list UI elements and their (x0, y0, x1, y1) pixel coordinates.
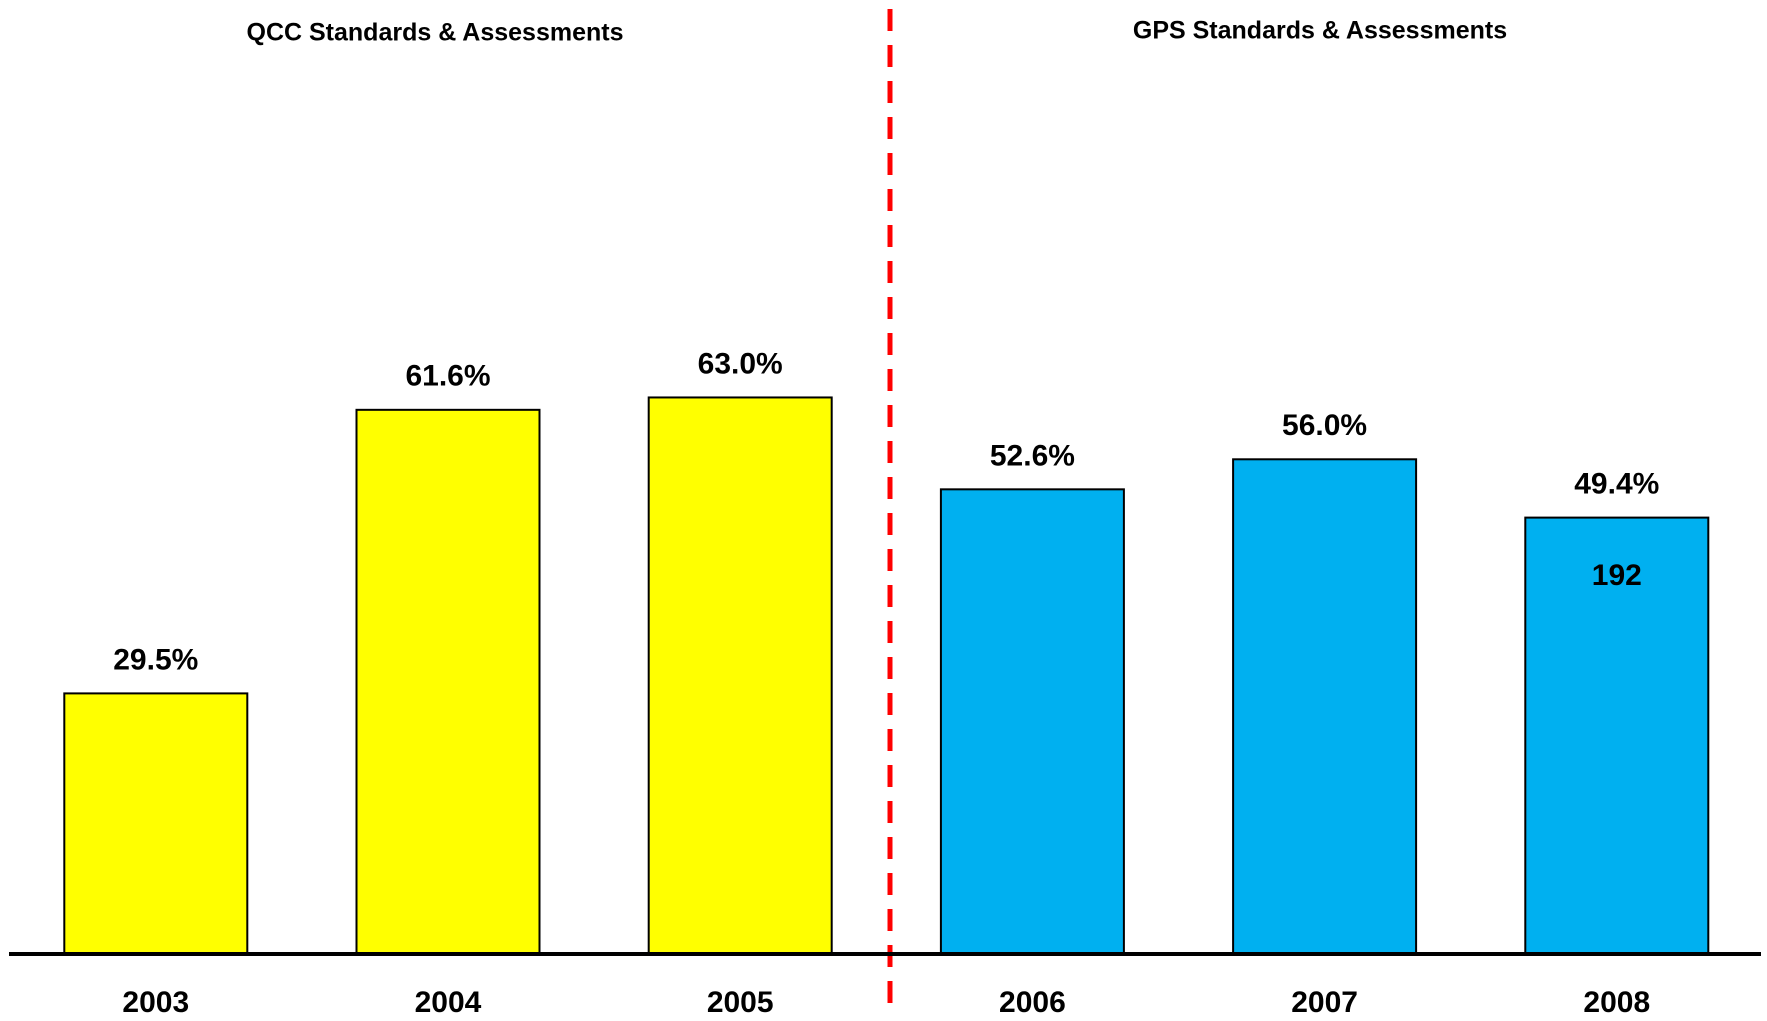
value-label: 52.6% (990, 439, 1075, 472)
bar (939, 488, 1125, 955)
value-label: 49.4% (1574, 468, 1659, 501)
value-label: 56.0% (1282, 409, 1367, 442)
x-tick-label: 2008 (1583, 986, 1650, 1019)
bar (1524, 516, 1710, 955)
x-tick-label: 2003 (122, 986, 189, 1019)
bar (355, 408, 541, 955)
group-label: QCC Standards & Assessments (247, 19, 624, 47)
x-tick-label: 2006 (999, 986, 1066, 1019)
annotation: 192 (1592, 559, 1642, 592)
bar (63, 692, 249, 955)
group-label: GPS Standards & Assessments (1133, 17, 1507, 45)
x-tick-label: 2004 (415, 986, 482, 1019)
bar (647, 396, 833, 955)
x-tick-label: 2005 (707, 986, 774, 1019)
bar (1232, 458, 1418, 955)
value-label: 29.5% (113, 643, 198, 676)
x-tick-label: 2007 (1291, 986, 1358, 1019)
value-label: 63.0% (698, 347, 783, 380)
value-label: 61.6% (405, 360, 490, 393)
